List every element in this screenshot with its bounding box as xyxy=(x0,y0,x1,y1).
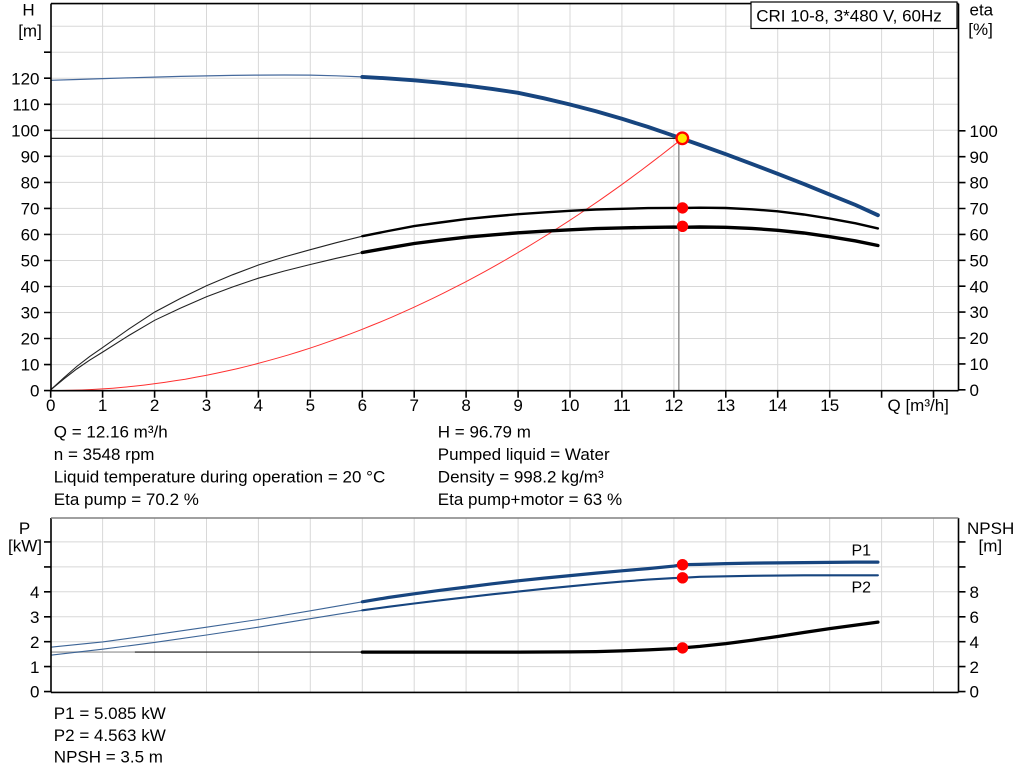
svg-text:H: H xyxy=(22,1,34,20)
svg-text:CRI 10-8, 3*480 V, 60Hz: CRI 10-8, 3*480 V, 60Hz xyxy=(756,7,942,26)
svg-text:80: 80 xyxy=(21,174,40,193)
svg-text:[m]: [m] xyxy=(979,537,1003,556)
svg-text:70: 70 xyxy=(970,200,989,219)
svg-text:40: 40 xyxy=(21,278,40,297)
svg-text:120: 120 xyxy=(11,69,39,88)
svg-text:H = 96.79 m: H = 96.79 m xyxy=(438,423,531,442)
svg-text:Pumped liquid = Water: Pumped liquid = Water xyxy=(438,445,610,464)
svg-text:2: 2 xyxy=(150,396,159,415)
svg-text:0: 0 xyxy=(30,382,39,401)
svg-text:15: 15 xyxy=(820,396,839,415)
svg-text:n = 3548 rpm: n = 3548 rpm xyxy=(54,445,155,464)
svg-text:40: 40 xyxy=(970,277,989,296)
svg-text:[%]: [%] xyxy=(968,20,993,39)
svg-text:0: 0 xyxy=(46,396,55,415)
svg-text:P2 = 4.563 kW: P2 = 4.563 kW xyxy=(54,726,166,745)
svg-text:Liquid temperature during oper: Liquid temperature during operation = 20… xyxy=(54,468,385,487)
svg-text:12: 12 xyxy=(664,396,683,415)
svg-text:0: 0 xyxy=(970,683,979,702)
svg-text:8: 8 xyxy=(461,396,470,415)
svg-text:14: 14 xyxy=(768,396,787,415)
svg-text:5: 5 xyxy=(306,396,315,415)
svg-text:2: 2 xyxy=(30,633,39,652)
svg-text:NPSH: NPSH xyxy=(967,519,1014,538)
svg-text:7: 7 xyxy=(409,396,418,415)
svg-text:30: 30 xyxy=(970,303,989,322)
svg-text:1: 1 xyxy=(98,396,107,415)
svg-text:50: 50 xyxy=(21,252,40,271)
svg-text:2: 2 xyxy=(970,658,979,677)
svg-text:13: 13 xyxy=(716,396,735,415)
svg-text:P1 = 5.085 kW: P1 = 5.085 kW xyxy=(54,704,166,723)
svg-text:90: 90 xyxy=(21,147,40,166)
svg-text:Q [m³/h]: Q [m³/h] xyxy=(888,396,949,415)
svg-text:60: 60 xyxy=(21,226,40,245)
svg-text:30: 30 xyxy=(21,304,40,323)
svg-text:9: 9 xyxy=(513,396,522,415)
svg-text:6: 6 xyxy=(358,396,367,415)
svg-text:Q = 12.16 m³/h: Q = 12.16 m³/h xyxy=(54,423,168,442)
svg-text:11: 11 xyxy=(613,396,631,415)
svg-text:8: 8 xyxy=(970,583,979,602)
svg-text:3: 3 xyxy=(30,608,39,627)
svg-text:10: 10 xyxy=(21,356,40,375)
svg-text:80: 80 xyxy=(970,174,989,193)
svg-text:100: 100 xyxy=(970,122,998,141)
svg-text:60: 60 xyxy=(970,226,989,245)
svg-text:Eta pump = 70.2 %: Eta pump = 70.2 % xyxy=(54,490,199,509)
svg-text:NPSH = 3.5 m: NPSH = 3.5 m xyxy=(54,748,163,767)
svg-text:Eta pump+motor = 63 %: Eta pump+motor = 63 % xyxy=(438,490,622,509)
svg-text:10: 10 xyxy=(970,355,989,374)
svg-text:4: 4 xyxy=(254,396,263,415)
svg-text:[m]: [m] xyxy=(18,22,42,41)
svg-text:3: 3 xyxy=(202,396,211,415)
svg-text:4: 4 xyxy=(970,633,979,652)
svg-text:1: 1 xyxy=(30,658,39,677)
svg-text:50: 50 xyxy=(970,251,989,270)
svg-text:0: 0 xyxy=(970,381,979,400)
svg-text:4: 4 xyxy=(30,583,39,602)
svg-text:eta: eta xyxy=(970,1,994,20)
svg-text:20: 20 xyxy=(970,329,989,348)
svg-text:Density = 998.2 kg/m³: Density = 998.2 kg/m³ xyxy=(438,468,604,487)
svg-text:0: 0 xyxy=(30,683,39,702)
svg-text:10: 10 xyxy=(561,396,580,415)
svg-text:P2: P2 xyxy=(852,580,872,597)
svg-text:P1: P1 xyxy=(852,543,872,560)
svg-text:6: 6 xyxy=(970,608,979,627)
svg-text:20: 20 xyxy=(21,330,40,349)
svg-text:[kW]: [kW] xyxy=(8,537,42,556)
svg-text:P: P xyxy=(19,519,30,538)
svg-text:70: 70 xyxy=(21,200,40,219)
svg-text:100: 100 xyxy=(11,121,39,140)
svg-text:110: 110 xyxy=(12,95,39,114)
svg-text:90: 90 xyxy=(970,148,989,167)
